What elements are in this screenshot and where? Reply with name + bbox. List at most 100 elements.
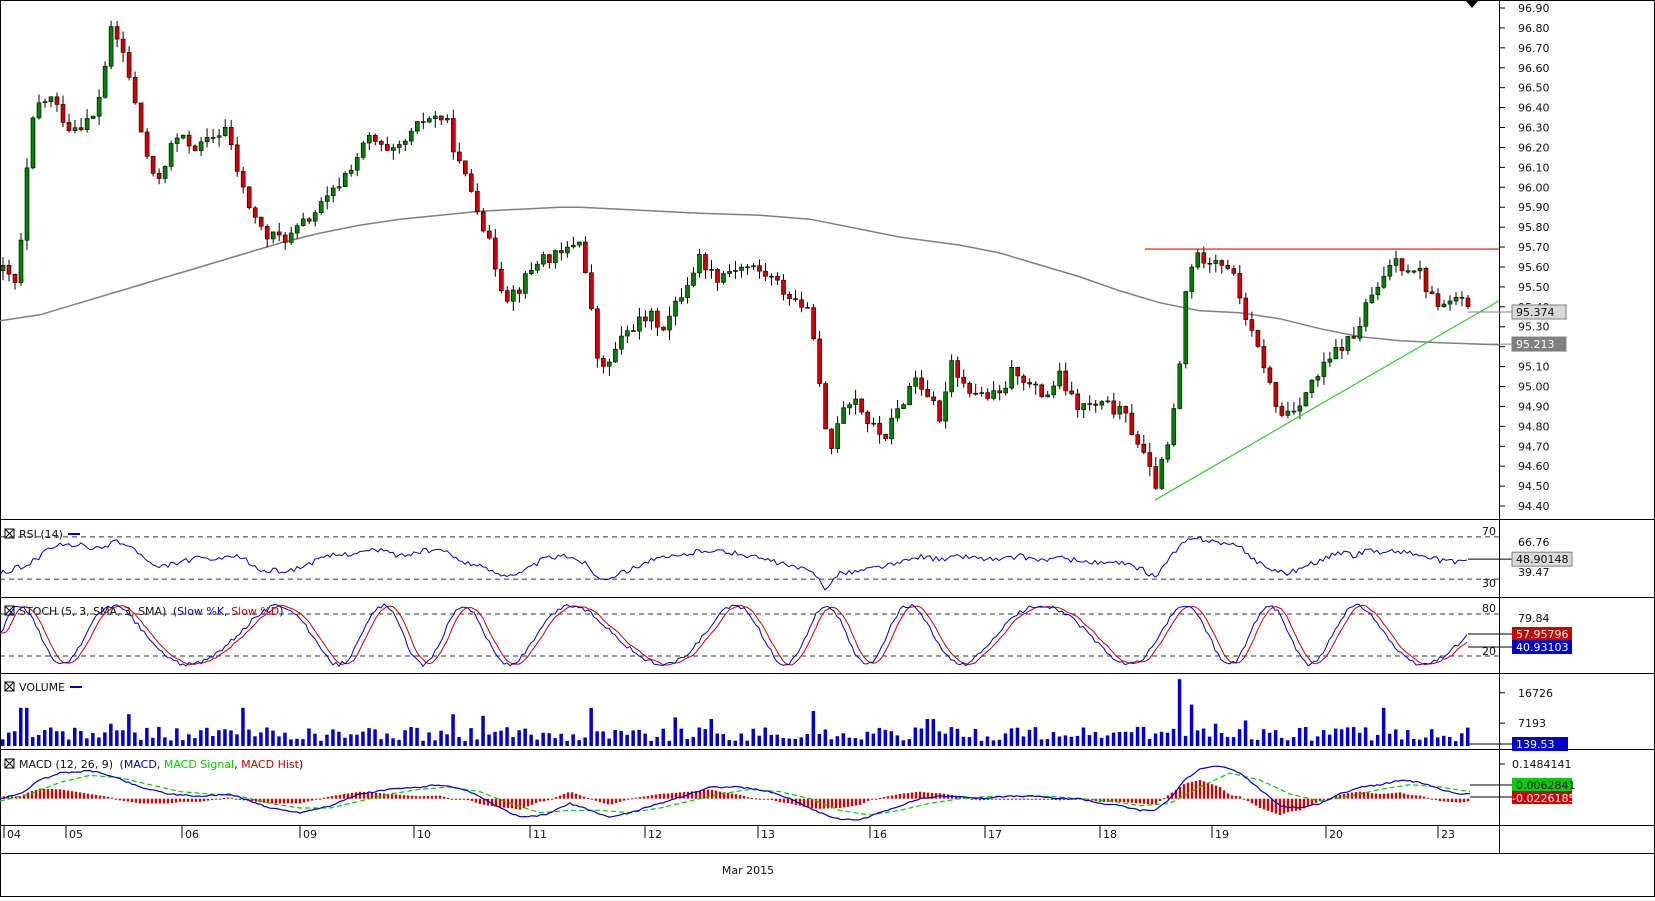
candle-body [967, 382, 973, 394]
stoch-d-line [0, 604, 1468, 666]
macd-hist-bar [326, 796, 330, 799]
macd-hist-bar [170, 798, 174, 804]
volume-bar [1387, 733, 1392, 746]
candle-body [66, 122, 72, 131]
macd-hist-bar [50, 789, 54, 799]
macd-hist-bar [6, 796, 10, 799]
macd-hist-bar [270, 798, 274, 804]
macd-hist-bar [150, 798, 154, 804]
macd-hist-bar [346, 793, 350, 799]
candle-body [306, 218, 312, 222]
candle-body [583, 241, 588, 274]
volume-bar [745, 740, 749, 746]
macd-hist-bar [1210, 784, 1214, 799]
macd-hist-bar [738, 794, 742, 799]
volume-bar [91, 733, 95, 746]
macd-hist-bar [1414, 795, 1418, 799]
candle-body [480, 211, 486, 232]
macd-hist-bar [1150, 798, 1154, 805]
volume-bar [547, 733, 551, 746]
macd-hist-bar [514, 798, 518, 809]
macd-hist-bar [590, 798, 594, 800]
macd-hist-bar [222, 798, 226, 799]
macd-hist-bar [1202, 781, 1206, 799]
candle-body [679, 297, 684, 302]
macd-hist-bar [490, 798, 494, 806]
candle-body [1201, 252, 1207, 264]
candle-body [793, 298, 798, 301]
macd-hist-bar [598, 798, 602, 803]
candle-body [162, 166, 168, 179]
candle-body [997, 390, 1003, 394]
macd-hist-bar [1370, 793, 1374, 799]
volume-bar [877, 727, 882, 746]
volume-bar [367, 728, 371, 746]
macd-hist-bar [646, 795, 650, 799]
candle-body [1411, 270, 1417, 273]
volume-bar [649, 740, 653, 746]
candle-body [1393, 258, 1399, 266]
macd-hist-bar [1146, 798, 1150, 804]
macd-hist-bar [102, 796, 106, 799]
macd-hist-bar [438, 795, 442, 799]
volume-bar [1207, 736, 1212, 746]
macd-hist-bar [1366, 792, 1370, 799]
macd-hist-bar [1126, 798, 1130, 803]
candle-body [625, 330, 630, 337]
macd-hist-bar [670, 793, 674, 799]
macd-hist-bar [142, 798, 146, 804]
candle-body [354, 157, 360, 171]
candle-body [757, 265, 762, 272]
macd-hist-bar [874, 798, 878, 800]
macd-hist-bar [390, 794, 394, 799]
volume-bar [1225, 736, 1230, 746]
candle-body [1009, 366, 1015, 389]
candle-body [1093, 403, 1098, 406]
candle-body [1099, 401, 1105, 406]
volume-bar [565, 740, 569, 746]
macd-hist-bar [454, 798, 458, 800]
volume-bar [7, 732, 11, 746]
candle-body [1381, 275, 1387, 288]
volume-bar [631, 730, 635, 746]
volume-bar [1430, 729, 1434, 746]
candle-body [931, 396, 936, 402]
volume-bar [1400, 739, 1404, 746]
volume-bar [1213, 723, 1218, 746]
candle-body [721, 273, 726, 283]
macd-hist-bar [1198, 780, 1202, 799]
candle-body [1111, 400, 1117, 415]
volume-bar [283, 732, 287, 746]
volume-bar [703, 729, 707, 746]
candle-body [895, 408, 900, 419]
candle-body [192, 145, 198, 151]
volume-bar [1333, 728, 1338, 746]
volume-bar [1363, 727, 1368, 746]
rsi-collapse-icon[interactable] [4, 528, 15, 539]
volume-bar [169, 740, 173, 746]
macd-hist-bar [918, 791, 922, 799]
candle-body [883, 433, 888, 440]
candle-body [1441, 303, 1447, 308]
volume-bar [235, 734, 239, 746]
volume-bar [769, 734, 773, 746]
volume-collapse-icon[interactable] [4, 681, 15, 692]
candle-body [577, 241, 582, 246]
macd-hist-bar [1322, 798, 1326, 800]
volume-bar [325, 734, 329, 746]
macd-hist-bar [306, 798, 310, 802]
volume-bar [1436, 737, 1440, 746]
price-tick-label: 96.60 [1518, 62, 1550, 75]
candle-body [751, 265, 756, 268]
price-tick-label: 96.90 [1518, 2, 1550, 15]
macd-collapse-icon[interactable] [4, 758, 15, 769]
price-tick-label: 96.40 [1518, 102, 1550, 115]
macd-hist-bar [666, 793, 670, 799]
macd-hist-bar [466, 798, 470, 801]
candle-body [667, 315, 672, 331]
macd-hist-bar [534, 798, 538, 804]
macd-hist-bar [1110, 798, 1114, 803]
scroll-marker-icon[interactable] [1466, 1, 1478, 8]
macd-hist-bar [1258, 798, 1262, 808]
macd-hist-bar [434, 795, 438, 799]
